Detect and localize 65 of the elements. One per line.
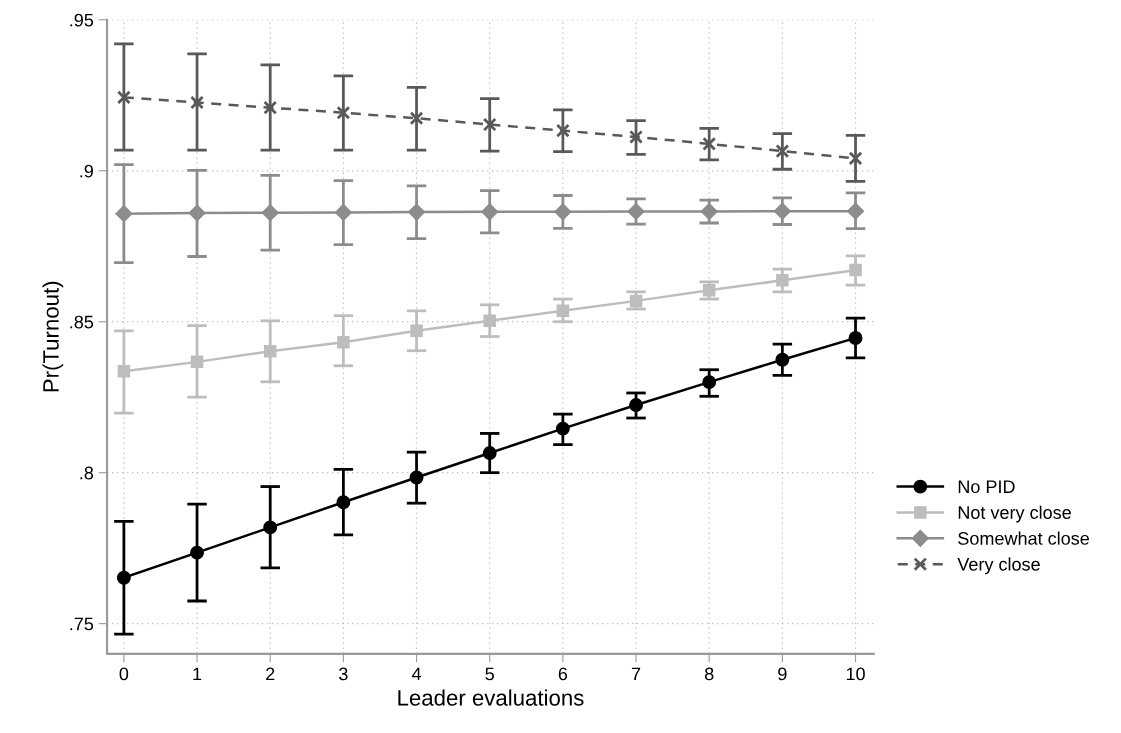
y-tick-label: .8 [80,466,94,480]
point [263,345,277,358]
point [116,570,131,585]
point [190,95,204,110]
point [554,203,572,221]
point [190,545,204,560]
x-tick-label: 4 [411,667,422,681]
point [776,274,789,287]
point [115,205,133,223]
point [848,151,863,166]
x-tick-label: 5 [485,667,494,681]
y-tick-label: .85 [70,315,94,329]
x-tick-label: 10 [846,667,865,681]
legend-label: Not very close [958,505,1071,523]
point [336,105,351,120]
point [410,324,423,338]
point [775,144,790,159]
point [263,100,278,115]
x-tick-label: 2 [266,667,275,681]
point [629,129,643,144]
point [629,294,643,308]
point [261,204,279,222]
point [556,304,570,318]
point [849,263,862,277]
point [482,446,497,461]
point [337,335,350,349]
point [702,136,717,151]
y-axis-title: Pr(Turnout) [42,281,64,392]
x-axis-title: Leader evaluations [398,689,584,706]
legend-label: No PID [958,480,1015,494]
point [409,111,424,126]
point [702,284,716,297]
point [775,352,790,367]
x-tick-label: 7 [631,667,641,681]
point [117,364,131,378]
point [336,495,351,510]
point [846,202,865,220]
point [629,398,643,412]
y-tick-label: .75 [70,617,94,631]
point [409,470,424,485]
x-tick-label: 0 [119,667,129,681]
point [482,117,497,132]
point [481,203,499,221]
point [702,375,717,390]
point [263,520,278,535]
x-tick-label: 3 [339,667,348,681]
point [555,123,570,138]
x-tick-label: 6 [558,667,568,681]
point [188,204,206,222]
point [627,202,645,221]
x-tick-label: 9 [778,667,787,681]
x-tick-label: 1 [193,667,202,681]
legend-label: Somewhat close [958,531,1089,545]
point [334,203,352,221]
x-tick-label: 8 [704,667,714,681]
point [483,314,496,328]
y-tick-label: .95 [70,13,94,27]
point [848,331,863,345]
point [407,203,426,221]
point [773,202,791,220]
y-tick-label: .9 [80,164,94,178]
point [190,355,204,369]
point [555,421,570,436]
point [116,90,131,105]
legend-label: Very close [957,557,1040,575]
